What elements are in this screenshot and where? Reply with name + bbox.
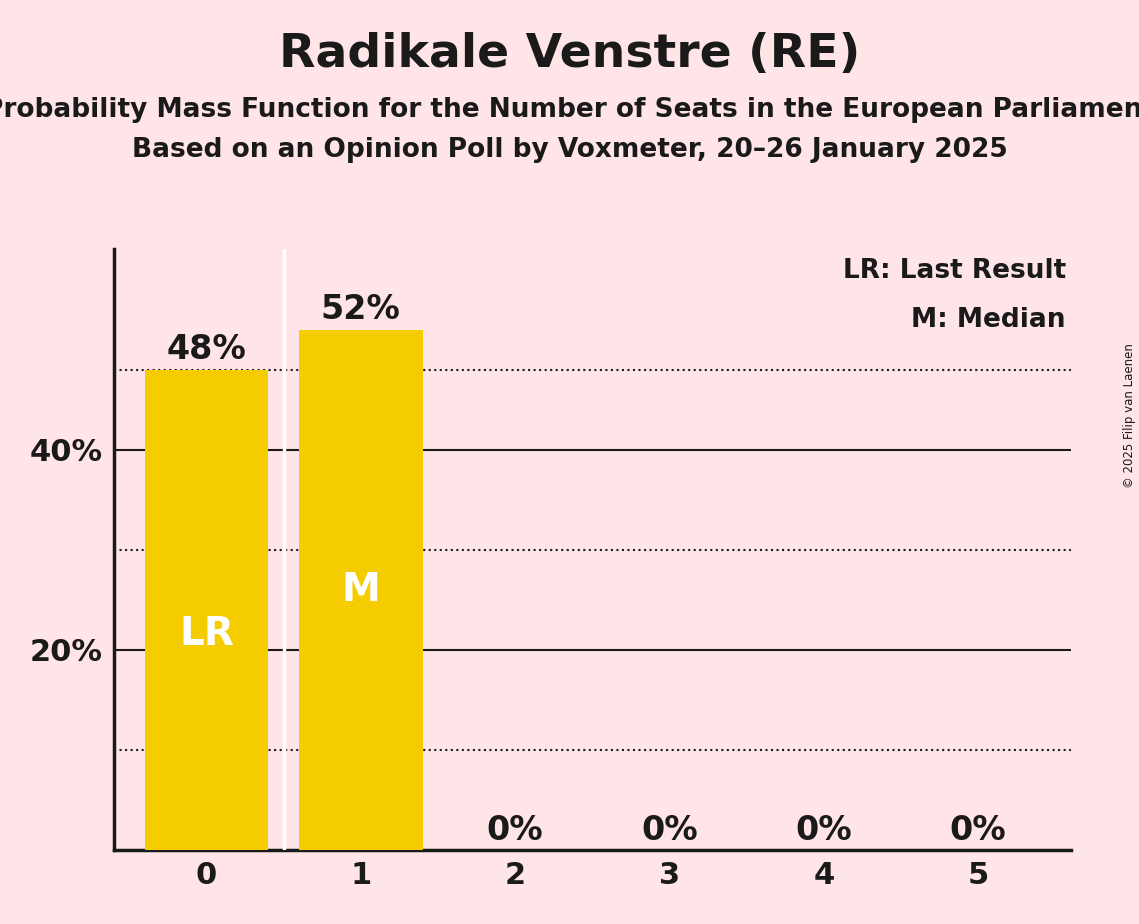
Text: Based on an Opinion Poll by Voxmeter, 20–26 January 2025: Based on an Opinion Poll by Voxmeter, 20… xyxy=(132,137,1007,163)
Text: Radikale Venstre (RE): Radikale Venstre (RE) xyxy=(279,32,860,78)
Text: 48%: 48% xyxy=(166,333,246,366)
Bar xyxy=(300,330,423,850)
Text: LR: Last Result: LR: Last Result xyxy=(843,259,1066,285)
Text: 0%: 0% xyxy=(641,814,698,847)
Text: Probability Mass Function for the Number of Seats in the European Parliament: Probability Mass Function for the Number… xyxy=(0,97,1139,123)
Text: 52%: 52% xyxy=(321,293,401,325)
Text: © 2025 Filip van Laenen: © 2025 Filip van Laenen xyxy=(1123,344,1137,488)
Text: 0%: 0% xyxy=(950,814,1007,847)
Bar xyxy=(145,370,268,850)
Text: LR: LR xyxy=(179,614,233,653)
Text: 0%: 0% xyxy=(795,814,852,847)
Text: M: Median: M: Median xyxy=(911,307,1066,333)
Text: 0%: 0% xyxy=(486,814,543,847)
Text: M: M xyxy=(342,571,380,609)
